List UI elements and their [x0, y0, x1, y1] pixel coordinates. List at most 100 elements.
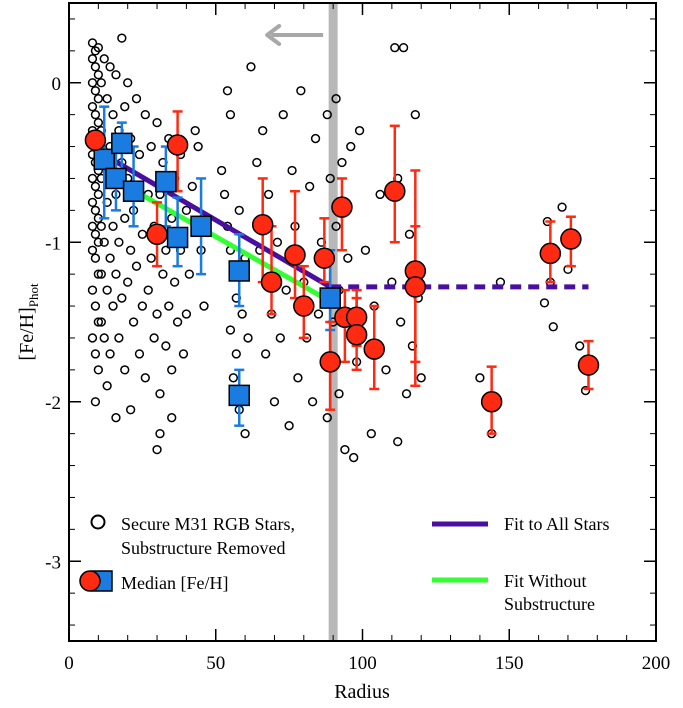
star-point — [93, 189, 103, 200]
star-point — [131, 261, 142, 271]
star-point — [93, 43, 103, 53]
star-point — [252, 157, 262, 168]
star-point — [184, 269, 194, 279]
legend: Secure M31 RGB Stars, Substructure Remov… — [79, 514, 610, 614]
red-median-point — [577, 354, 600, 376]
red-median-point — [480, 391, 503, 413]
fit-nosub-line — [105, 173, 332, 304]
star-point — [117, 33, 127, 43]
star-point — [99, 237, 109, 247]
red-median-point — [319, 351, 341, 373]
star-point — [404, 229, 415, 239]
blue-median-square — [228, 260, 250, 282]
star-point — [108, 301, 118, 311]
star-point — [114, 237, 124, 247]
star-point — [272, 237, 283, 247]
star-point — [108, 110, 118, 120]
star-point — [360, 245, 371, 255]
x-tick-label: 150 — [495, 653, 524, 674]
star-point — [243, 333, 253, 343]
red-median-point — [331, 196, 353, 218]
star-point — [102, 94, 112, 104]
star-point — [225, 110, 236, 120]
star-point — [87, 173, 98, 184]
star-point — [123, 277, 133, 287]
star-point — [181, 309, 192, 319]
star-point — [140, 110, 150, 120]
star-point — [105, 253, 115, 263]
star-point — [90, 253, 101, 263]
blue-median-square — [190, 215, 212, 238]
star-point — [222, 86, 233, 96]
star-point — [337, 157, 347, 168]
star-point — [325, 173, 335, 184]
star-point — [340, 444, 350, 455]
blue-median-square — [228, 384, 250, 407]
star-point — [287, 165, 297, 176]
star-point — [90, 349, 101, 359]
blue-median-square — [319, 287, 341, 309]
star-point — [87, 285, 98, 295]
star-point — [190, 125, 200, 136]
star-point — [539, 298, 550, 308]
star-point — [90, 181, 101, 192]
star-point — [281, 285, 291, 295]
star-point — [390, 43, 400, 53]
legend-stars-label-1: Secure M31 RGB Stars, — [121, 514, 295, 534]
star-point — [161, 245, 171, 255]
star-point — [87, 245, 98, 255]
x-tick-label: 100 — [348, 653, 377, 674]
star-point — [199, 301, 209, 311]
star-point — [128, 317, 139, 327]
star-point — [172, 317, 183, 327]
star-point — [90, 301, 101, 311]
star-point — [296, 86, 306, 96]
star-point — [111, 269, 121, 279]
star-point — [87, 221, 98, 231]
blue-median-square — [155, 170, 177, 193]
red-median-point — [251, 213, 274, 236]
red-median-point — [166, 134, 189, 156]
blue-median-square — [105, 167, 127, 190]
red-median-point — [560, 228, 582, 250]
star-point — [111, 70, 121, 80]
star-point — [313, 309, 324, 319]
star-point — [240, 429, 250, 439]
y-axis-label: [Fe/H]Phot — [16, 283, 41, 361]
y-tick-label: -2 — [45, 393, 61, 414]
star-point — [310, 133, 321, 144]
star-point — [146, 141, 156, 152]
star-point — [307, 397, 318, 407]
blue-median-square — [166, 226, 189, 249]
star-point — [131, 94, 142, 104]
red-median-point — [284, 244, 306, 266]
star-point — [99, 333, 109, 343]
star-point — [393, 436, 403, 447]
star-point — [102, 381, 112, 391]
star-point — [90, 110, 101, 120]
star-point — [87, 333, 98, 343]
star-point — [375, 189, 385, 200]
star-point — [93, 365, 103, 375]
star-point — [170, 277, 180, 287]
star-point — [93, 94, 103, 104]
star-point — [322, 413, 332, 423]
star-point — [105, 62, 115, 72]
y-axis-label-sub: Phot — [26, 283, 41, 307]
star-point — [293, 373, 303, 383]
star-point — [137, 229, 148, 239]
blue-median-square — [111, 132, 133, 155]
star-point — [161, 341, 171, 351]
star-point — [331, 221, 341, 231]
star-point — [149, 333, 159, 343]
y-axis-label-main: [Fe/H] — [16, 307, 38, 360]
red-median-point — [313, 247, 336, 269]
star-point — [275, 333, 285, 343]
star-point — [152, 117, 162, 128]
star-point — [580, 385, 591, 396]
x-axis-label: Radius — [334, 681, 390, 703]
star-point — [146, 253, 156, 263]
red-median-point — [260, 271, 283, 293]
legend-median-label: Median [Fe/H] — [121, 573, 228, 593]
star-point — [178, 349, 189, 359]
